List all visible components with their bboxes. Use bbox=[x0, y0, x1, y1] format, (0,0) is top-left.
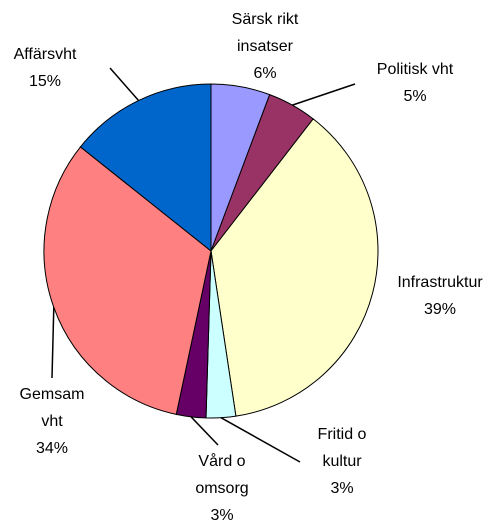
leader-line bbox=[220, 417, 301, 463]
value-label: 34% bbox=[36, 440, 68, 457]
category-label: Särsk rikt insatser bbox=[232, 11, 299, 55]
leader-line bbox=[190, 416, 219, 446]
leader-line bbox=[51, 307, 55, 379]
category-label: Vård o omsorg bbox=[195, 452, 248, 497]
leader-line bbox=[109, 67, 140, 102]
category-label: Affärsvht bbox=[14, 46, 77, 63]
value-label: 6% bbox=[253, 65, 276, 82]
pie-slice bbox=[210, 118, 379, 417]
value-label: 3% bbox=[330, 480, 353, 497]
category-label: Infrastruktur bbox=[397, 274, 483, 291]
value-label: 5% bbox=[403, 88, 426, 105]
value-label: 39% bbox=[424, 301, 456, 318]
value-label: 15% bbox=[29, 73, 61, 90]
category-label: Politisk vht bbox=[377, 61, 454, 78]
category-label: Fritid o kultur bbox=[318, 426, 367, 470]
leader-line bbox=[292, 83, 356, 106]
category-label: Gemsam vht bbox=[20, 386, 85, 430]
value-label: 3% bbox=[210, 507, 233, 524]
